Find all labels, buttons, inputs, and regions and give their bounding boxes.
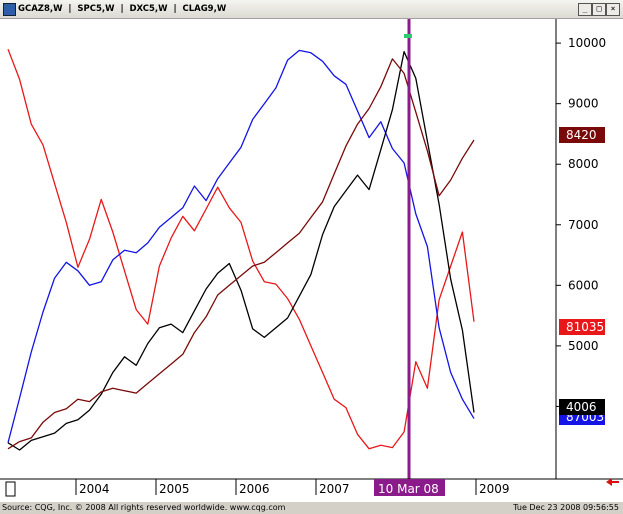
scroll-start-box[interactable] [5,481,16,497]
y-tick-label: 9000 [568,97,599,111]
status-timestamp: Tue Dec 23 2008 09:56:55 [513,503,619,512]
series-line-4 [7,58,475,450]
chart-background [0,19,623,502]
last-value-label: 4006 [566,400,597,414]
window-titlebar: GCAZ8,W | SPC5,W | DXC5,W | CLAG9,W _ □ … [0,0,623,19]
y-tick-label: 7000 [568,218,599,232]
window-title: GCAZ8,W | SPC5,W | DXC5,W | CLAG9,W [18,4,227,14]
y-tick-label: 5000 [568,339,599,353]
x-tick-label: 2004 [79,482,110,496]
x-tick-label: 2009 [479,482,510,496]
maximize-button[interactable]: □ [592,3,606,16]
status-bar: Source: CQG, Inc. © 2008 All rights rese… [0,502,623,514]
cursor-date-box [374,479,445,496]
scroll-right-arrow-icon[interactable] [606,478,619,486]
y-tick-label: 10000 [568,36,606,50]
last-value-label: 81035 [566,320,604,334]
x-tick-label: 2006 [239,482,270,496]
series-line-2 [7,49,475,443]
price-chart[interactable]: 10000900080007000600050004000 2004200520… [0,19,623,502]
y-tick-label: 6000 [568,278,599,292]
last-value-box [559,399,605,415]
y-tick-label: 8000 [568,157,599,171]
source-credit: Source: CQG, Inc. © 2008 All rights rese… [2,503,286,512]
cursor-handle[interactable] [404,34,412,38]
series-line-1 [7,48,475,450]
chart-panel[interactable]: 10000900080007000600050004000 2004200520… [0,19,623,502]
close-button[interactable]: × [606,3,620,16]
series-line-3 [7,50,475,451]
minimize-button[interactable]: _ [578,3,592,16]
x-tick-label: 2007 [319,482,350,496]
last-value-box [559,319,605,335]
last-value-label: 8420 [566,128,597,142]
cursor-date-label: 10 Mar 08 [378,482,439,496]
last-value-box [559,127,605,143]
x-tick-label: 2005 [159,482,190,496]
app-icon [3,3,16,16]
